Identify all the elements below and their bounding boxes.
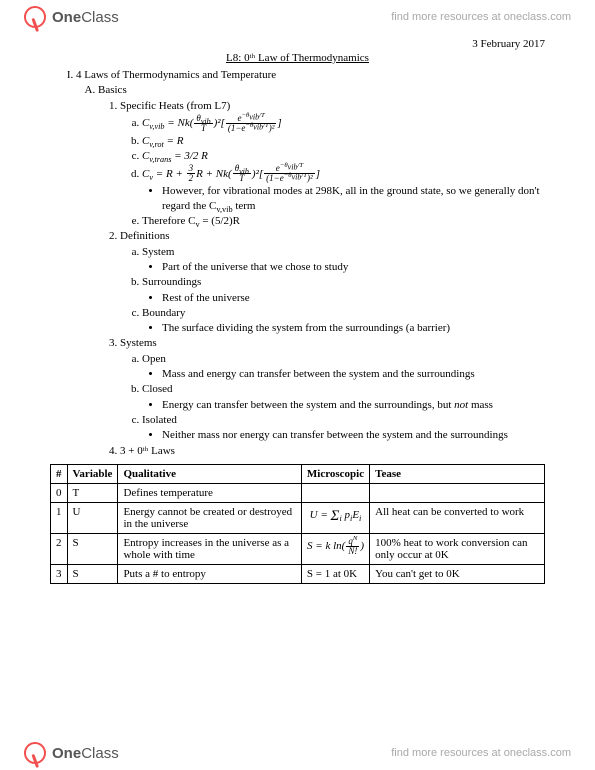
def-surroundings: Surroundings Rest of the universe [142,275,545,305]
cell-num: 0 [51,483,68,502]
cell-num: 1 [51,502,68,533]
cell-micro: S = k ln(qNN!) [301,533,369,564]
section-2-title: Definitions [120,230,170,242]
page-footer: OneClass find more resources at oneclass… [0,736,595,770]
eq-cv-vib: Cv,vib = Nk(θvibT)²[e−θvib/T(1−e−θvib/T)… [142,114,545,133]
cell-qual: Energy cannot be created or destroyed in… [118,502,301,533]
cell-micro [301,483,369,502]
section-systems: Systems Open Mass and energy can transfe… [120,336,545,442]
def-surroundings-label: Surroundings [142,276,201,288]
section-specific-heats: Specific Heats (from L7) Cv,vib = Nk(θvi… [120,99,545,229]
section-definitions: Definitions System Part of the universe … [120,229,545,335]
th-qual: Qualitative [118,464,301,483]
cell-tease [370,483,545,502]
brand-word-class: Class [81,9,119,26]
eq-cv-trans: Cv,trans = 3/2 R [142,149,545,163]
table-row: 2 S Entropy increases in the universe as… [51,533,545,564]
sys-open-desc: Mass and energy can transfer between the… [162,367,545,381]
brand-word-one: One [52,745,81,762]
section-laws-heading: 3 + 0ᵗʰ Laws [120,444,545,458]
cell-qual: Puts a # to entropy [118,564,301,583]
sys-isolated-desc: Neither mass nor energy can transfer bet… [162,428,545,442]
section-4-title: 3 + 0ᵗʰ Laws [120,445,175,457]
cell-var: S [67,564,118,583]
cv-note-text: However, for vibrational modes at 298K, … [162,185,540,211]
th-var: Variable [67,464,118,483]
brand-word-class: Class [81,745,119,762]
sys-closed-desc: Energy can transfer between the system a… [162,398,545,412]
def-boundary-label: Boundary [142,307,185,319]
sys-closed-desc-post: mass [468,399,493,411]
th-tease: Tease [370,464,545,483]
sys-isolated: Isolated Neither mass nor energy can tra… [142,413,545,443]
cell-tease: All heat can be converted to work [370,502,545,533]
eq-cv-therefore-text: Therefore Cv = (5/2)R [142,215,240,227]
page-header: OneClass find more resources at oneclass… [0,0,595,34]
table-row: 0 T Defines temperature [51,483,545,502]
outline-A-label: Basics [98,84,127,96]
def-system: System Part of the universe that we chos… [142,245,545,275]
def-system-desc: Part of the universe that we chose to st… [162,260,545,274]
outline-I: 4 Laws of Thermodynamics and Temperature… [76,68,545,458]
cell-qual: Defines temperature [118,483,301,502]
cell-tease: You can't get to 0K [370,564,545,583]
eq-cv-rot: Cv,rot = R [142,134,545,148]
sys-open: Open Mass and energy can transfer betwee… [142,352,545,382]
th-micro: Microscopic [301,464,369,483]
th-num: # [51,464,68,483]
sys-closed: Closed Energy can transfer between the s… [142,382,545,412]
table-header-row: # Variable Qualitative Microscopic Tease [51,464,545,483]
brand-logo-footer: OneClass [24,742,119,764]
cell-num: 2 [51,533,68,564]
def-surroundings-desc: Rest of the universe [162,291,545,305]
brand-logo-icon [24,6,46,28]
cell-var: S [67,533,118,564]
table-row: 1 U Energy cannot be created or destroye… [51,502,545,533]
eq-cv-rot-text: Cv,rot = R [142,135,183,147]
brand-word-one: One [52,9,81,26]
brand-logo: OneClass [24,6,119,28]
def-boundary-desc: The surface dividing the system from the… [162,321,545,335]
cell-var: U [67,502,118,533]
brand-logo-icon [24,742,46,764]
sys-closed-desc-em: not [454,399,468,411]
footer-tagline: find more resources at oneclass.com [391,747,571,759]
laws-table: # Variable Qualitative Microscopic Tease… [50,464,545,584]
eq-cv-vib-text: Cv,vib = Nk(θvibT)²[e−θvib/T(1−e−θvib/T)… [142,117,282,129]
eq-cv-total-text: Cv = R + 32R + Nk(θvibT)²[e−θvib/T(1−e−θ… [142,168,320,180]
sys-open-label: Open [142,353,166,365]
brand-logo-text: OneClass [52,9,119,26]
cell-qual: Entropy increases in the universe as a w… [118,533,301,564]
document-date: 3 February 2017 [50,38,545,50]
section-1-title: Specific Heats (from L7) [120,100,230,112]
cell-micro: S = 1 at 0K [301,564,369,583]
def-system-label: System [142,246,174,258]
cell-num: 3 [51,564,68,583]
section-3-title: Systems [120,337,157,349]
sys-closed-label: Closed [142,383,173,395]
header-tagline: find more resources at oneclass.com [391,11,571,23]
eq-cv-trans-text: Cv,trans = 3/2 R [142,150,208,162]
cell-var: T [67,483,118,502]
sys-closed-desc-pre: Energy can transfer between the system a… [162,399,454,411]
outline-A: Basics Specific Heats (from L7) Cv,vib =… [98,83,545,458]
document-title: L8: 0ᵗʰ Law of Thermodynamics [50,52,545,64]
eq-cv-total: Cv = R + 32R + Nk(θvibT)²[e−θvib/T(1−e−θ… [142,164,545,213]
sys-isolated-label: Isolated [142,414,177,426]
eq-cv-therefore: Therefore Cv = (5/2)R [142,214,545,228]
brand-logo-text: OneClass [52,745,119,762]
outline-I-label: 4 Laws of Thermodynamics and Temperature [76,69,276,81]
def-boundary: Boundary The surface dividing the system… [142,306,545,336]
cv-note: However, for vibrational modes at 298K, … [162,184,545,213]
table-row: 3 S Puts a # to entropy S = 1 at 0K You … [51,564,545,583]
document-body: 3 February 2017 L8: 0ᵗʰ Law of Thermodyn… [0,34,595,584]
cell-tease: 100% heat to work conversion can only oc… [370,533,545,564]
cell-micro: U = Σi piEi [301,502,369,533]
outline-root: 4 Laws of Thermodynamics and Temperature… [50,68,545,458]
